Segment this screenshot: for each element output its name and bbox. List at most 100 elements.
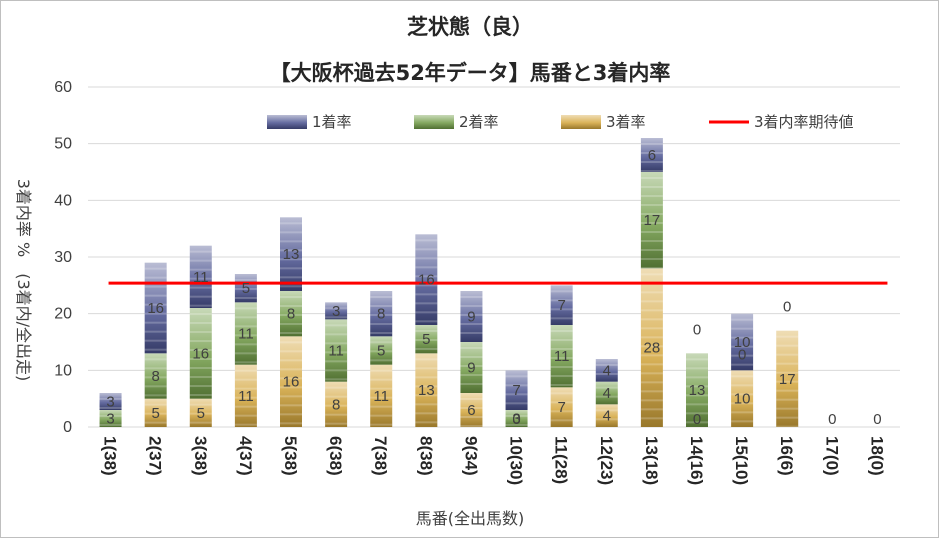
bar-texture: [234, 414, 257, 417]
x-tick-label: 16(6): [777, 436, 796, 476]
bar-texture: [550, 366, 573, 368]
bar-texture: [550, 384, 573, 386]
grid: [88, 86, 900, 428]
bar-texture: [776, 398, 799, 401]
bar-texture: [280, 267, 302, 270]
bar-texture: [640, 152, 663, 154]
bar-texture: [234, 387, 257, 390]
bar-texture: [415, 293, 438, 296]
bar-texture: [280, 231, 302, 234]
bar-texture: [640, 354, 663, 357]
bar-texture: [415, 239, 438, 242]
bar-texture: [595, 386, 618, 389]
bar-texture: [640, 300, 663, 303]
bar-texture: [234, 316, 257, 319]
bar-texture: [189, 376, 212, 378]
bar-texture: [234, 288, 257, 290]
x-tick-label: 9(34): [461, 436, 480, 476]
bar-texture: [460, 425, 483, 427]
bar-texture: [776, 362, 799, 365]
bar-texture: [370, 387, 393, 390]
chart-subtitle: 【大阪杯過去52年データ】馬番と3着内率: [270, 61, 671, 85]
bar-segment: [189, 245, 212, 308]
y-tick-label: 60: [54, 79, 72, 96]
x-tick-label: 12(23): [597, 436, 616, 485]
bar-texture: [415, 302, 438, 305]
bar-texture: [640, 318, 663, 321]
bar-segment: [595, 359, 618, 382]
bar-texture: [234, 396, 257, 399]
bar-texture: [370, 369, 393, 372]
bar-texture: [776, 353, 799, 356]
bar-texture: [280, 323, 302, 325]
y-tick-label: 40: [54, 192, 72, 209]
bar-texture: [280, 249, 302, 252]
bar-texture: [460, 332, 483, 334]
bar-texture: [280, 258, 302, 261]
bar-texture: [325, 422, 348, 425]
x-tick-label: 15(10): [732, 436, 751, 485]
bar-texture: [460, 398, 483, 400]
data-label: 9: [467, 309, 475, 326]
bar-texture: [686, 376, 708, 379]
bar-texture: [370, 378, 393, 381]
bar-segment: [189, 398, 212, 427]
bar-texture: [144, 403, 167, 406]
bar-texture: [325, 378, 348, 381]
bar-texture: [460, 407, 483, 409]
bar-texture: [415, 394, 438, 397]
data-label: 0: [693, 411, 701, 428]
bar-texture: [731, 363, 754, 366]
bar-segment: [415, 234, 438, 325]
bar-segment: [550, 325, 573, 388]
bar-texture: [325, 404, 348, 407]
bar-texture: [280, 350, 302, 353]
bar-texture: [550, 339, 573, 341]
bar-segment: [99, 393, 122, 410]
bar-texture: [280, 386, 302, 389]
data-label: 11: [193, 269, 209, 286]
bar-texture: [415, 412, 438, 415]
bar-texture: [415, 421, 438, 424]
bar-texture: [189, 313, 212, 315]
bar-texture: [776, 344, 799, 347]
bar-texture: [280, 285, 302, 288]
bar-texture: [640, 336, 663, 339]
bar-texture: [189, 259, 212, 262]
bar-texture: [776, 407, 799, 410]
data-label: 16: [192, 345, 209, 362]
bar-texture: [640, 249, 663, 251]
data-label: 10: [734, 334, 751, 351]
x-tick-label: 7(38): [371, 436, 390, 476]
bar-texture: [189, 250, 212, 253]
bar-texture: [325, 395, 348, 398]
bar-texture: [189, 385, 212, 387]
bar-texture: [640, 390, 663, 393]
data-label: 6: [467, 402, 475, 419]
bar-texture: [550, 410, 573, 413]
x-tick-label: 10(30): [507, 436, 526, 485]
bar-texture: [640, 177, 663, 179]
data-label: 16: [418, 272, 435, 289]
bar-texture: [144, 376, 167, 379]
bar-texture: [234, 343, 257, 346]
bar-texture: [640, 399, 663, 402]
bar-texture: [189, 394, 212, 396]
bar-texture: [640, 267, 663, 269]
data-label: 4: [603, 385, 611, 402]
bar-texture: [595, 395, 618, 398]
bar-texture: [415, 284, 438, 287]
bar-texture: [189, 295, 212, 298]
data-label: 13: [283, 246, 300, 263]
bar-texture: [234, 307, 257, 310]
bar-texture: [640, 327, 663, 330]
bar-texture: [550, 290, 573, 293]
bar-texture: [280, 377, 302, 380]
bar-texture: [550, 308, 573, 311]
chart-title: 芝状態（良）: [407, 15, 533, 39]
bar-texture: [505, 384, 528, 387]
bar-segment: [640, 268, 663, 427]
bar-texture: [234, 378, 257, 381]
data-label: 3: [106, 394, 114, 411]
data-label: 11: [328, 343, 344, 360]
